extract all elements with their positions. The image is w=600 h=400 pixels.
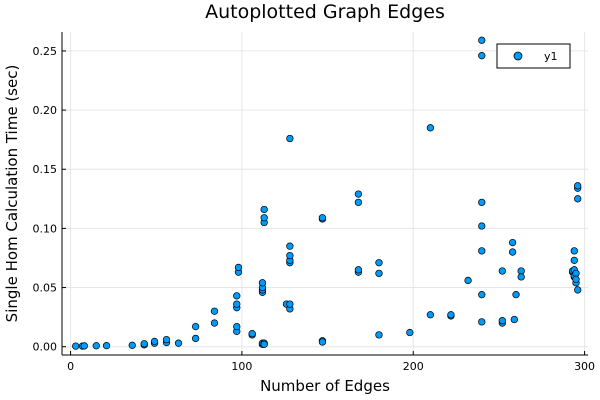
data-point <box>354 198 363 207</box>
data-point <box>286 134 294 143</box>
data-point <box>574 286 582 294</box>
data-point <box>478 318 486 326</box>
data-point <box>286 242 294 250</box>
legend-marker-y1 <box>513 51 523 61</box>
y-axis-label: Single Hom Calculation Time (sec) <box>3 65 21 323</box>
data-point <box>318 338 327 346</box>
data-point <box>162 335 171 344</box>
data-point <box>286 251 294 260</box>
y-tick-label: 0.15 <box>33 163 58 176</box>
data-point <box>478 247 486 255</box>
data-point <box>447 311 455 319</box>
data-point <box>508 238 517 247</box>
axes <box>61 32 588 356</box>
data-point <box>406 328 414 337</box>
y-tick-label: 0.20 <box>33 104 58 117</box>
data-point <box>191 322 200 331</box>
data-point <box>72 342 80 350</box>
data-point <box>375 259 383 267</box>
data-point <box>233 322 241 331</box>
legend-box <box>496 43 571 69</box>
grid <box>62 32 588 355</box>
data-point <box>478 36 486 44</box>
data-point <box>574 195 582 203</box>
legend-label-y1: y1 <box>544 50 558 63</box>
data-point <box>512 291 520 299</box>
data-point <box>498 267 506 275</box>
x-tick-label: 300 <box>574 360 595 373</box>
data-point <box>260 205 268 214</box>
data-point <box>570 256 578 264</box>
data-point <box>286 300 294 308</box>
x-tick-label: 100 <box>231 360 252 373</box>
data-point <box>426 311 435 319</box>
data-point <box>248 330 256 338</box>
x-axis-label: Number of Edges <box>260 377 390 395</box>
data-point <box>510 315 518 324</box>
data-point <box>233 300 241 308</box>
y-tick-label: 0.05 <box>33 282 58 295</box>
data-point <box>258 279 267 287</box>
data-point <box>478 52 486 60</box>
legend: y1 <box>496 43 571 69</box>
data-point <box>375 331 383 339</box>
data-point <box>318 214 327 222</box>
data-point <box>354 190 363 198</box>
data-point <box>174 339 183 347</box>
data-point <box>210 307 219 315</box>
data-point <box>354 266 363 274</box>
data-point <box>498 317 506 325</box>
data-point <box>375 269 383 278</box>
chart-title: Autoplotted Graph Edges <box>205 1 445 23</box>
data-point <box>478 291 486 299</box>
data-point <box>150 337 159 346</box>
ticks: 0 100 200 300 0.00 0.05 0.10 0.15 0.20 0.25 <box>33 45 596 373</box>
data-point <box>140 340 148 348</box>
data-point <box>233 292 241 300</box>
data-point <box>102 342 111 350</box>
x-tick-label: 0 <box>67 360 74 373</box>
data-point <box>574 182 582 190</box>
data-point <box>80 342 88 350</box>
data-point <box>210 319 219 327</box>
data-point <box>92 342 100 350</box>
data-point <box>128 341 136 349</box>
data-point <box>464 276 472 285</box>
data-point <box>570 247 578 255</box>
data-point <box>517 273 525 281</box>
y-tick-label: 0.10 <box>33 222 58 235</box>
data-point <box>191 334 200 343</box>
data-point <box>478 198 486 207</box>
x-tick-label: 200 <box>403 360 424 373</box>
data-point <box>508 248 517 256</box>
data-points <box>72 36 582 350</box>
data-point <box>478 222 486 230</box>
data-point <box>260 214 268 222</box>
y-tick-label: 0.00 <box>33 341 58 354</box>
data-point <box>234 263 243 272</box>
data-point <box>426 124 435 132</box>
data-point <box>260 340 268 349</box>
data-point <box>572 275 580 283</box>
y-tick-label: 0.25 <box>33 45 58 58</box>
